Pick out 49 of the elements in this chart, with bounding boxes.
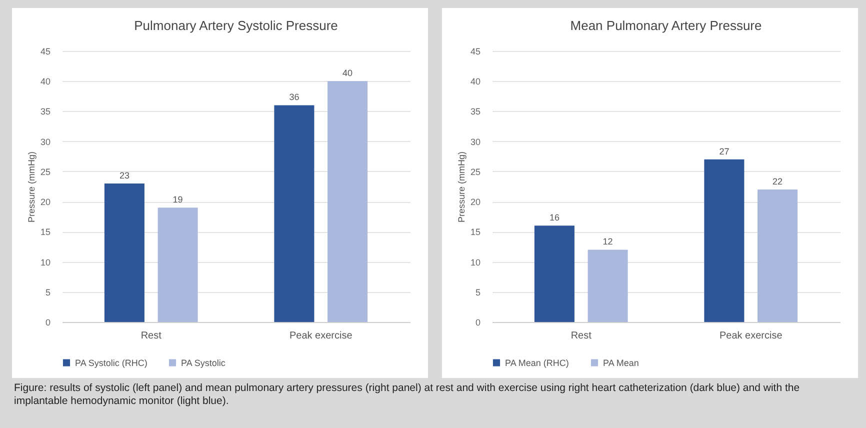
y-tick-label: 40 (40, 76, 50, 87)
y-tick-label: 10 (470, 257, 480, 268)
y-tick-label: 15 (40, 227, 50, 238)
y-tick-label: 35 (40, 106, 50, 117)
data-label: 40 (342, 68, 353, 78)
text: Figure: results of systolic (left panel) and mean pulmonary artery pressures (right panel) at rest and with exercise using right heart catheterization (dark blue) and with the implantable hemodynamic monitor (light blue). (14, 382, 801, 408)
y-tick-label: 30 (470, 136, 480, 147)
bar (158, 208, 198, 322)
data-label: 36 (289, 92, 300, 102)
data-label: 23 (119, 170, 130, 180)
legend-label: PA Systolic (RHC) (75, 358, 148, 368)
legend-label: PA Mean (RHC) (505, 358, 569, 368)
y-tick-label: 25 (470, 166, 480, 177)
bar (588, 250, 628, 322)
y-tick-label: 30 (40, 136, 50, 147)
data-label: 19 (172, 194, 183, 205)
data-label: 16 (549, 212, 560, 223)
data-label: 12 (602, 236, 613, 247)
y-tick-label: 5 (475, 287, 480, 298)
y-tick-label: 25 (40, 166, 50, 177)
bar (328, 81, 368, 322)
data-label: 22 (772, 176, 783, 187)
data-label: 27 (719, 146, 730, 156)
bar (534, 226, 574, 322)
chart-title: Pulmonary Artery Systolic Pressure (134, 18, 338, 33)
y-tick-label: 35 (470, 106, 480, 117)
bar (704, 159, 744, 322)
y-tick-label: 45 (470, 46, 480, 56)
y-axis-title: Pressure (mmHg) (456, 151, 466, 223)
chart-title: Mean Pulmonary Artery Pressure (570, 18, 762, 33)
y-tick-label: 40 (470, 76, 480, 87)
x-tick-label: Peak exercise (719, 330, 783, 342)
legend-label: PA Systolic (181, 358, 226, 368)
bar (104, 183, 144, 322)
y-tick-label: 5 (45, 287, 50, 298)
y-tick-label: 20 (40, 197, 50, 208)
x-tick-label: Rest (570, 330, 592, 342)
y-tick-label: 10 (40, 257, 50, 268)
x-tick-label: Rest (140, 330, 162, 342)
bar (758, 190, 798, 322)
y-tick-label: 0 (45, 318, 50, 328)
y-tick-label: 15 (470, 227, 480, 238)
legend-label: PA Mean (603, 358, 639, 368)
x-tick-label: Peak exercise (289, 330, 353, 342)
y-tick-label: 45 (40, 46, 50, 56)
y-axis-title: Pressure (mmHg) (26, 151, 36, 223)
bar (274, 105, 314, 322)
y-tick-label: 0 (475, 318, 480, 328)
y-tick-label: 20 (470, 197, 480, 208)
